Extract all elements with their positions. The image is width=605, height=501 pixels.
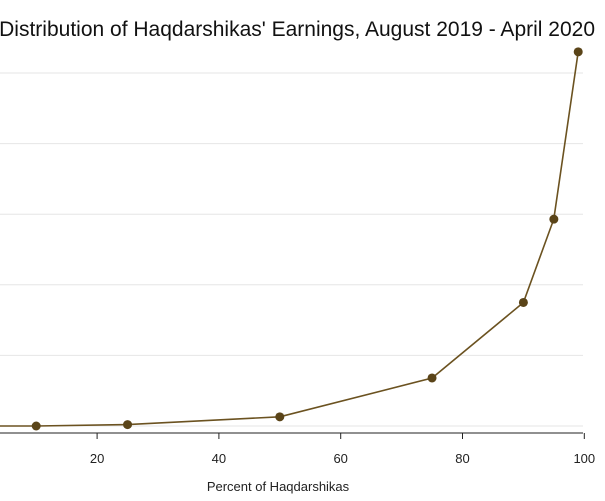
x-tick-label: 20 <box>90 451 104 466</box>
x-tick-label: 40 <box>212 451 226 466</box>
x-tick-label: 100 <box>573 451 595 466</box>
data-point <box>123 420 133 430</box>
data-point <box>573 47 583 57</box>
gridlines <box>0 72 583 427</box>
series-layer <box>0 47 583 431</box>
x-tick-label: 80 <box>455 451 469 466</box>
data-point <box>275 412 285 422</box>
x-tick-label: 60 <box>333 451 347 466</box>
data-point <box>427 373 437 383</box>
series-line <box>0 51 579 427</box>
x-axis-title: Percent of Haqdarshikas <box>207 479 350 494</box>
data-point <box>549 214 559 224</box>
data-point <box>31 421 41 431</box>
chart-title-text: Distribution of Haqdarshikas' Earnings, … <box>0 18 595 41</box>
data-point <box>518 297 528 307</box>
chart-title: Distribution of Haqdarshikas' Earnings, … <box>0 18 605 44</box>
x-axis: 20 40 60 80 100 <box>0 432 595 466</box>
